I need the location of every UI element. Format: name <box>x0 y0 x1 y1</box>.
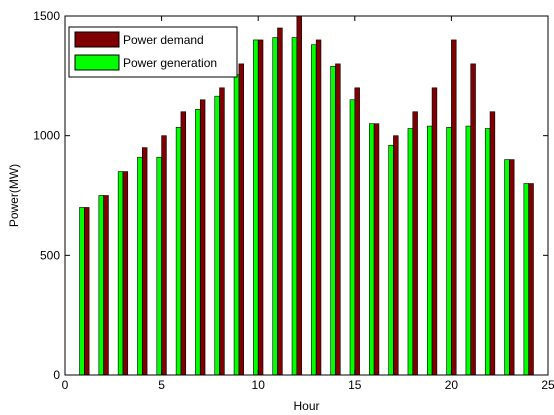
y-tick-label: 1000 <box>33 129 60 143</box>
bar-generation-hour-19 <box>426 125 433 376</box>
y-tick-label: 500 <box>40 248 60 262</box>
legend-label-power-generation: Power generation <box>123 56 217 70</box>
x-tick-label: 20 <box>445 378 459 392</box>
plot-area-frame <box>64 15 549 376</box>
y-axis-label: Power(MW) <box>7 164 21 227</box>
bar-demand-hour-24 <box>528 183 534 376</box>
bar-demand-hour-8 <box>219 87 225 376</box>
bar-demand-hour-13 <box>315 39 322 376</box>
bar-generation-hour-24 <box>523 183 529 376</box>
bar-generation-hour-6 <box>175 126 182 376</box>
bar-demand-hour-15 <box>354 87 360 376</box>
axis-ticks: 0 5 10 15 20 25 0 500 1000 1500 <box>33 9 554 392</box>
legend: Power demand Power generation <box>68 26 238 78</box>
bar-generation-hour-23 <box>504 159 510 376</box>
bar-demand-hour-20 <box>451 39 457 376</box>
bar-demand-hour-9 <box>238 63 244 376</box>
x-axis-label: Hour <box>293 399 319 413</box>
x-tick-label: 15 <box>348 378 362 392</box>
bar-generation-hour-12 <box>291 37 298 376</box>
bar-demand-hour-11 <box>277 27 283 376</box>
y-tick-label: 0 <box>53 368 60 382</box>
legend-swatch-power-generation <box>74 54 120 71</box>
bar-generation-hour-1 <box>79 207 85 376</box>
legend-label-power-demand: Power demand <box>123 33 204 47</box>
bar-generation-hour-20 <box>446 126 452 376</box>
bar-demand-hour-5 <box>161 135 167 376</box>
bar-generation-hour-13 <box>311 44 317 376</box>
bar-demand-hour-16 <box>373 123 380 376</box>
bar-generation-hour-2 <box>98 195 104 376</box>
bar-generation-hour-14 <box>330 65 336 376</box>
bar-generation-hour-10 <box>253 39 259 376</box>
x-tick-label: 25 <box>541 378 554 392</box>
y-tick-label: 1500 <box>33 9 60 23</box>
bar-demand-hour-12 <box>296 15 302 376</box>
bar-demand-hour-2 <box>103 195 109 376</box>
bar-demand-hour-6 <box>180 111 187 376</box>
bar-generation-hour-15 <box>349 99 356 376</box>
bar-generation-hour-18 <box>407 128 414 376</box>
bar-demand-hour-17 <box>393 135 399 376</box>
bar-demand-hour-23 <box>509 159 515 376</box>
bar-generation-hour-7 <box>195 109 201 376</box>
bar-demand-hour-21 <box>470 63 476 376</box>
bar-demand-hour-10 <box>257 39 264 376</box>
bar-demand-hour-14 <box>335 63 341 376</box>
bar-generation-hour-17 <box>388 144 394 376</box>
bar-demand-hour-18 <box>412 111 418 376</box>
bar-generation-hour-5 <box>156 156 162 376</box>
bars-layer <box>79 15 534 376</box>
bar-generation-hour-9 <box>233 74 240 376</box>
bar-demand-hour-1 <box>84 207 90 376</box>
bar-demand-hour-22 <box>489 111 496 376</box>
bar-demand-hour-19 <box>431 87 438 376</box>
x-tick-label: 10 <box>252 378 266 392</box>
bar-demand-hour-4 <box>141 147 148 376</box>
x-tick-label: 5 <box>158 378 165 392</box>
bar-demand-hour-3 <box>122 171 129 376</box>
bar-generation-hour-11 <box>272 37 278 376</box>
bar-generation-hour-4 <box>137 156 143 376</box>
x-tick-label: 0 <box>62 378 69 392</box>
bar-generation-hour-21 <box>465 125 472 376</box>
bar-generation-hour-16 <box>369 123 375 376</box>
legend-swatch-power-demand <box>74 31 120 48</box>
bar-generation-hour-22 <box>484 128 491 376</box>
bar-demand-hour-7 <box>199 99 206 376</box>
bar-generation-hour-3 <box>117 171 124 376</box>
bar-generation-hour-8 <box>214 95 220 376</box>
